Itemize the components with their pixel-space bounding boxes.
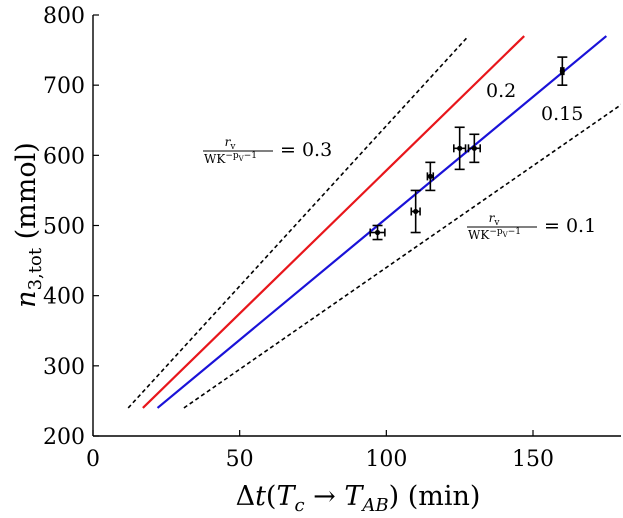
x-tick-label: 0	[86, 447, 100, 472]
data-point-2	[425, 161, 436, 192]
marker	[559, 68, 565, 74]
x-tick-label: 50	[226, 447, 254, 472]
series-line-0-3	[127, 35, 470, 409]
y-tick-label: 700	[43, 74, 85, 99]
svg-text:= 0.3: = 0.3	[280, 139, 332, 161]
plot-clip-group	[127, 35, 621, 409]
y-tick-label: 500	[43, 215, 85, 240]
y-tick-label: 400	[43, 285, 85, 310]
label-0-2: 0.2	[486, 80, 516, 102]
svg-text:rv: rv	[489, 211, 501, 228]
y-tick-label: 600	[43, 144, 85, 169]
marker	[374, 229, 381, 236]
marker	[413, 208, 419, 215]
data-point-1	[410, 189, 421, 234]
svg-text:WK−pV−1: WK−pV−1	[204, 151, 257, 166]
series-line-0-1	[183, 103, 621, 409]
y-axis-title: n3,tot (mmol)	[11, 142, 46, 308]
data-point-0	[369, 224, 386, 241]
data-point-4	[467, 133, 482, 164]
x-tick-label: 150	[512, 447, 554, 472]
axes: 0 50 100 150 200 300 400 500 600 700 800	[43, 4, 621, 472]
ratio-label-0-3: rv WK−pV−1 = 0.3	[203, 135, 332, 166]
ratio-label-0-1: rv WK−pV−1 = 0.1	[467, 211, 596, 242]
x-axis-title: Δt(Tc → TAB) (min)	[236, 481, 481, 516]
data-point-3	[452, 126, 467, 171]
x-title-delta: Δ	[236, 481, 256, 512]
series-line-0-2	[142, 35, 525, 409]
y-tick-label: 800	[43, 4, 85, 29]
data-point-5	[557, 56, 568, 86]
y-tick-label: 200	[43, 425, 85, 450]
x-tick-label: 100	[365, 447, 407, 472]
svg-text:rv: rv	[225, 135, 237, 152]
marker	[457, 145, 463, 151]
series-line-0-15	[156, 35, 608, 409]
svg-text:WK−pV−1: WK−pV−1	[468, 227, 521, 242]
y-tick-label: 300	[43, 355, 85, 380]
label-0-15: 0.15	[541, 103, 583, 125]
marker	[427, 173, 433, 179]
marker	[471, 145, 477, 151]
plot-area	[127, 35, 621, 409]
svg-text:= 0.1: = 0.1	[544, 215, 596, 237]
